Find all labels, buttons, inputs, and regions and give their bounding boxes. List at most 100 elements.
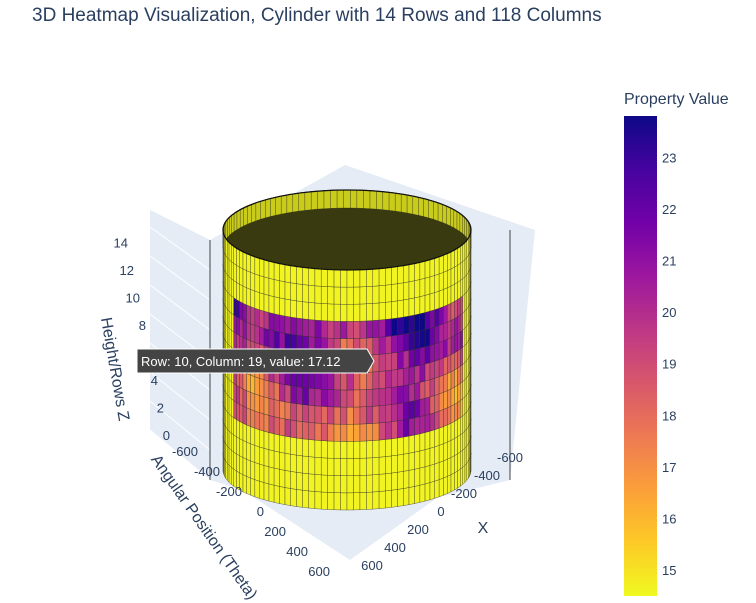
surface-cell[interactable] bbox=[284, 315, 291, 335]
surface-cell[interactable] bbox=[273, 416, 280, 436]
surface-cell[interactable] bbox=[242, 371, 247, 391]
surface-cell[interactable] bbox=[447, 268, 452, 289]
surface-cell[interactable] bbox=[424, 345, 431, 365]
surface-cell[interactable] bbox=[429, 326, 435, 346]
surface-cell[interactable] bbox=[296, 472, 303, 491]
surface-cell[interactable] bbox=[408, 280, 415, 300]
surface-cell[interactable] bbox=[468, 458, 470, 479]
surface-cell[interactable] bbox=[302, 490, 309, 509]
surface-cell[interactable] bbox=[236, 299, 240, 319]
surface-cell[interactable] bbox=[434, 479, 440, 499]
surface-cell[interactable] bbox=[314, 405, 322, 424]
surface-cell[interactable] bbox=[242, 422, 247, 443]
surface-cell[interactable] bbox=[429, 309, 435, 329]
surface-cell[interactable] bbox=[464, 274, 467, 295]
surface-cell[interactable] bbox=[353, 492, 361, 511]
surface-cell[interactable] bbox=[273, 382, 280, 401]
surface-cell[interactable] bbox=[450, 284, 455, 304]
surface-cell[interactable] bbox=[403, 487, 410, 506]
surface-cell[interactable] bbox=[419, 466, 426, 486]
surface-cell[interactable] bbox=[464, 411, 467, 432]
surface-cell[interactable] bbox=[434, 325, 440, 345]
surface-cell[interactable] bbox=[279, 400, 286, 420]
surface-cell[interactable] bbox=[254, 445, 260, 465]
surface-cell[interactable] bbox=[378, 370, 386, 389]
surface-cell[interactable] bbox=[259, 463, 265, 483]
surface-cell[interactable] bbox=[233, 331, 237, 352]
surface-cell[interactable] bbox=[308, 284, 316, 304]
surface-cell[interactable] bbox=[279, 434, 286, 454]
surface-cell[interactable] bbox=[447, 405, 452, 426]
surface-cell[interactable] bbox=[378, 353, 386, 372]
surface-cell[interactable] bbox=[438, 306, 444, 326]
surface-cell[interactable] bbox=[321, 388, 328, 407]
surface-cell[interactable] bbox=[242, 320, 247, 340]
surface-cell[interactable] bbox=[321, 286, 328, 304]
surface-cell[interactable] bbox=[460, 466, 463, 487]
surface-cell[interactable] bbox=[284, 298, 291, 318]
surface-cell[interactable] bbox=[397, 334, 404, 353]
surface-cell[interactable] bbox=[378, 456, 386, 475]
surface-cell[interactable] bbox=[290, 419, 297, 439]
surface-cell[interactable] bbox=[236, 384, 240, 405]
surface-cell[interactable] bbox=[450, 301, 455, 321]
surface-cell[interactable] bbox=[333, 372, 341, 391]
surface-cell[interactable] bbox=[443, 321, 448, 342]
surface-cell[interactable] bbox=[468, 355, 470, 377]
surface-cell[interactable] bbox=[450, 421, 455, 441]
surface-cell[interactable] bbox=[333, 492, 341, 511]
surface-cell[interactable] bbox=[408, 434, 415, 454]
surface-cell[interactable] bbox=[314, 302, 322, 321]
surface-cell[interactable] bbox=[346, 458, 354, 476]
surface-cell[interactable] bbox=[308, 267, 316, 286]
surface-cell[interactable] bbox=[263, 293, 270, 313]
surface-cell[interactable] bbox=[284, 418, 291, 438]
cylinder-3d-plot[interactable]: 02468101214-600-400-2000200400600-600-40… bbox=[0, 0, 600, 603]
surface-cell[interactable] bbox=[397, 436, 404, 456]
surface-cell[interactable] bbox=[414, 416, 421, 436]
surface-cell[interactable] bbox=[419, 312, 426, 332]
surface-cell[interactable] bbox=[429, 429, 435, 449]
surface-cell[interactable] bbox=[460, 363, 463, 384]
surface-cell[interactable] bbox=[397, 351, 404, 370]
surface-cell[interactable] bbox=[438, 357, 444, 378]
surface-cell[interactable] bbox=[353, 458, 361, 476]
surface-cell[interactable] bbox=[450, 318, 455, 338]
surface-cell[interactable] bbox=[273, 450, 280, 470]
surface-cell[interactable] bbox=[462, 293, 466, 314]
surface-cell[interactable] bbox=[236, 282, 240, 302]
surface-cell[interactable] bbox=[466, 426, 469, 447]
surface-cell[interactable] bbox=[464, 428, 467, 449]
surface-cell[interactable] bbox=[246, 270, 251, 290]
surface-cell[interactable] bbox=[385, 404, 392, 423]
surface-cell[interactable] bbox=[333, 286, 341, 305]
surface-cell[interactable] bbox=[460, 312, 463, 333]
surface-cell[interactable] bbox=[233, 417, 237, 438]
surface-cell[interactable] bbox=[438, 254, 444, 275]
surface-cell[interactable] bbox=[466, 340, 469, 361]
surface-cell[interactable] bbox=[447, 251, 452, 271]
surface-cell[interactable] bbox=[353, 372, 361, 391]
surface-cell[interactable] bbox=[466, 460, 469, 481]
surface-cell[interactable] bbox=[346, 269, 354, 288]
surface-cell[interactable] bbox=[236, 419, 240, 439]
surface-cell[interactable] bbox=[460, 449, 463, 470]
surface-cell[interactable] bbox=[239, 318, 244, 338]
surface-cell[interactable] bbox=[340, 492, 348, 511]
surface-cell[interactable] bbox=[227, 411, 230, 432]
surface-cell[interactable] bbox=[239, 249, 244, 270]
surface-cell[interactable] bbox=[314, 319, 322, 338]
surface-cell[interactable] bbox=[302, 284, 309, 303]
surface-cell[interactable] bbox=[268, 329, 275, 349]
surface-cell[interactable] bbox=[372, 371, 380, 390]
surface-cell[interactable] bbox=[250, 254, 256, 275]
surface-cell[interactable] bbox=[366, 406, 373, 424]
surface-cell[interactable] bbox=[290, 385, 297, 404]
surface-cell[interactable] bbox=[434, 307, 440, 328]
surface-cell[interactable] bbox=[419, 329, 426, 349]
surface-cell[interactable] bbox=[340, 321, 348, 339]
surface-cell[interactable] bbox=[443, 458, 448, 479]
surface-cell[interactable] bbox=[468, 338, 470, 359]
surface-cell[interactable] bbox=[224, 252, 226, 274]
surface-cell[interactable] bbox=[403, 281, 410, 301]
